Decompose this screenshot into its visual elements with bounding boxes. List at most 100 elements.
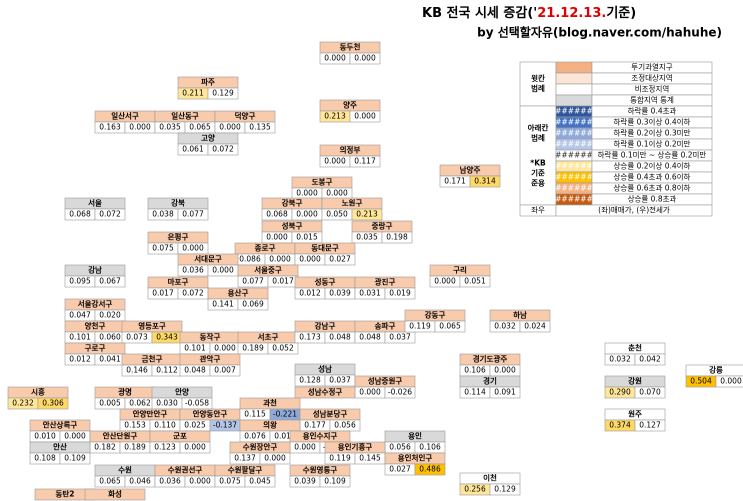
region-name: 일산서구 [111, 111, 139, 121]
jeonse-change: 0.072 [182, 289, 204, 298]
legend-label: 조정대상지역 [631, 73, 672, 83]
legend-group-label: 좌우 [531, 206, 545, 215]
region-name: 안양 [175, 387, 189, 397]
region-name: 성남 [318, 364, 332, 374]
region-name: 양주 [343, 100, 357, 110]
region-name: 성남중원구 [368, 376, 403, 386]
legend-swatch-text: ###### [555, 195, 593, 204]
region-name: 강북구 [282, 198, 303, 208]
sale-change: 0.101 [184, 344, 206, 353]
value-cell [94, 208, 126, 221]
region-name: 안양만안구 [133, 409, 168, 419]
sale-change: 0.000 [219, 123, 241, 132]
sale-change: 0.000 [324, 157, 346, 166]
region-name: 일산동구 [171, 111, 199, 121]
sale-change: 0.035 [356, 233, 378, 242]
region-name: 용인 [408, 431, 422, 441]
sale-change: 0.146 [126, 366, 148, 375]
jeonse-change: 0.065 [189, 123, 211, 132]
jeonse-change: 0.062 [129, 399, 151, 408]
sale-change: 0.213 [324, 112, 346, 121]
jeonse-change: 0.014 [274, 432, 296, 441]
value-cell [634, 353, 666, 366]
sale-change: 0.039 [294, 477, 316, 486]
value-cell [237, 298, 269, 311]
legend-swatch-text: ###### [555, 140, 593, 149]
region-name: 광진구 [375, 277, 396, 287]
region-name: 서울 [88, 198, 102, 208]
region-name: 동두천 [340, 42, 361, 52]
region-name: 송파구 [375, 321, 396, 331]
region-name: 성남수정구 [308, 387, 343, 397]
sale-change: 0.095 [69, 277, 91, 286]
legend-swatch-text: ###### [555, 118, 593, 127]
region-name: 경기도광주 [473, 354, 508, 364]
region-name: 춘천 [628, 343, 642, 353]
jeonse-change: 0.109 [64, 454, 86, 463]
value-cell [634, 386, 666, 399]
sale-change: 0.030 [156, 399, 178, 408]
jeonse-change: -0.026 [388, 388, 412, 397]
sale-change: 0.076 [244, 432, 266, 441]
value-cell [319, 475, 351, 488]
sale-change: 0.173 [299, 333, 321, 342]
region-name: 고양 [201, 133, 215, 143]
jeonse-change: 0.000 [184, 443, 206, 452]
value-cell [207, 143, 239, 156]
region-name: 강남 [88, 265, 102, 275]
region-name: 동대문구 [311, 243, 339, 253]
sale-change: 0.177 [304, 421, 326, 430]
region-name: 군포 [173, 432, 187, 441]
sale-change: 0.119 [329, 454, 351, 463]
sale-change: 0.374 [609, 421, 631, 430]
legend-swatch-text: ###### [555, 107, 593, 116]
value-cell [324, 253, 356, 266]
jeonse-change: 0.046 [129, 477, 151, 486]
sale-change: 0.000 [294, 443, 316, 452]
legend-label: 비조정지역 [635, 84, 670, 94]
region-name: 수원권선구 [168, 465, 203, 475]
region-name-cell [294, 386, 356, 399]
jeonse-change: 0.127 [639, 421, 661, 430]
sale-change: 0.128 [299, 376, 321, 385]
legend-group-label: *KB [530, 158, 546, 167]
legend-label: 투기과열지구 [631, 63, 672, 72]
value-cell [469, 175, 501, 188]
region-name: 마포구 [168, 277, 189, 287]
region-name: 안산상록구 [43, 420, 78, 430]
jeonse-change: 0.000 [189, 477, 211, 486]
legend-swatch-text: ###### [555, 184, 593, 193]
jeonse-change: 0.000 [264, 454, 286, 463]
region-name: 성북구 [282, 221, 303, 231]
value-cell [177, 208, 209, 221]
jeonse-change: 0.065 [439, 322, 461, 331]
region-name-cell [84, 488, 146, 501]
sale-change: 0.065 [99, 477, 121, 486]
value-cell [384, 287, 416, 300]
region-name: 금천구 [142, 354, 163, 364]
region-name: 구로구 [85, 344, 106, 353]
jeonse-change: 0.070 [639, 388, 661, 397]
sale-change: 0.036 [182, 266, 204, 275]
jeonse-change: 0.106 [419, 443, 441, 452]
sale-change: 0.068 [69, 210, 91, 219]
region-name: 용인처인구 [398, 453, 433, 463]
legend-group-label: 범례 [531, 83, 545, 93]
jeonse-change: 0.129 [494, 485, 516, 494]
jeonse-change: 0.041 [99, 355, 121, 364]
jeonse-change: 0.042 [639, 355, 661, 364]
jeonse-change: 0.000 [212, 266, 234, 275]
jeonse-change: 0.000 [129, 123, 151, 132]
legend-label: 하락률 0.4초과 [628, 106, 677, 116]
legend-label: 통합지역 통계 [630, 95, 674, 105]
title: KB 전국 시세 증감('21.12.13.기준) [422, 5, 636, 21]
jeonse-change: 0.000 [214, 344, 236, 353]
jeonse-change: 0.072 [212, 145, 234, 154]
value-cell [489, 386, 521, 399]
legend-label: 하락률 0.1미만 ~ 상승률 0.2미만 [598, 150, 707, 160]
value-cell [37, 397, 69, 410]
sale-change: 0.077 [242, 277, 264, 286]
jeonse-change: 0.117 [354, 157, 376, 166]
jeonse-change: 0.015 [296, 233, 318, 242]
sale-change: 0.119 [409, 322, 431, 331]
